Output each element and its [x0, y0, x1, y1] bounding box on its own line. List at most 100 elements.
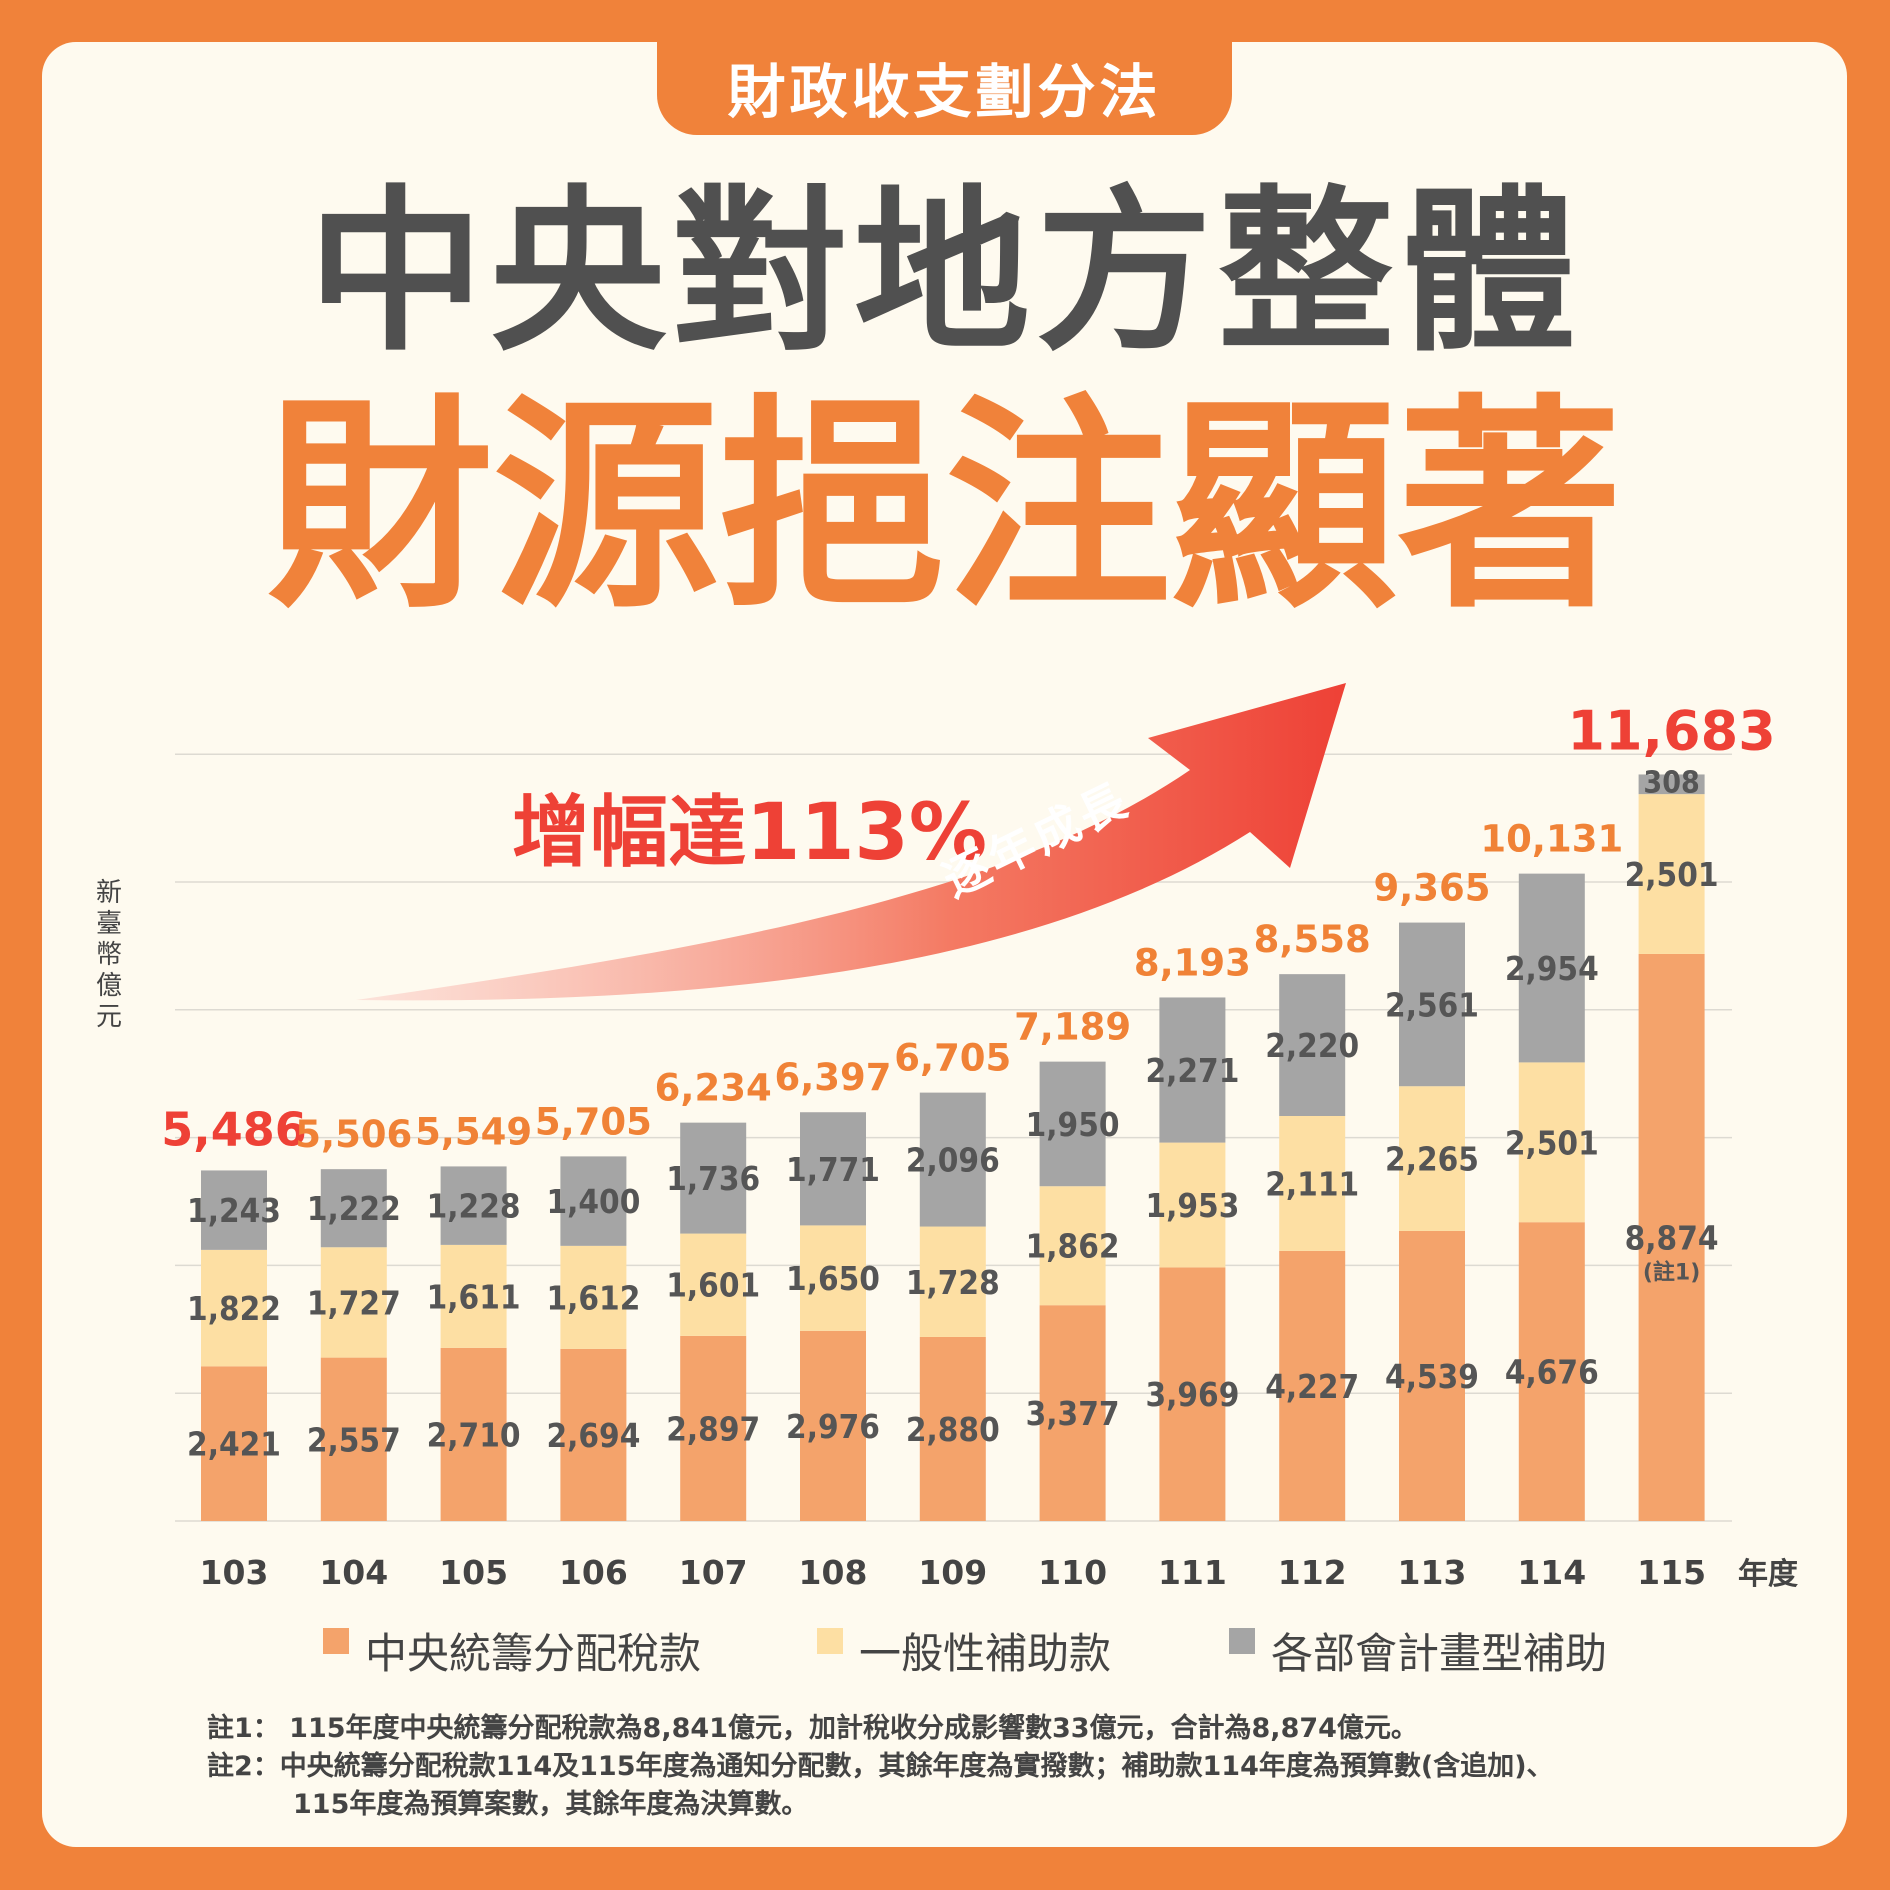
- value-label: 2,096: [906, 1141, 1000, 1180]
- bar-segment-109-2: [919, 1092, 986, 1227]
- value-label: 3,377: [1026, 1394, 1120, 1433]
- x-axis-label: 年度: [1738, 1557, 1798, 1592]
- value-label: 1,771: [786, 1150, 880, 1189]
- bar-segment-103-1: [201, 1249, 267, 1367]
- value-label: 2,561: [1385, 985, 1479, 1024]
- value-label: 1,953: [1145, 1186, 1239, 1225]
- total-label: 5,705: [535, 1100, 652, 1143]
- legend-swatch: [817, 1627, 843, 1654]
- value-label: 2,694: [546, 1416, 640, 1455]
- total-label: 5,506: [295, 1113, 412, 1156]
- legend-label: 各部會計畫型補助: [1271, 1629, 1608, 1678]
- value-label: 3,969: [1145, 1375, 1239, 1414]
- total-label: 6,234: [655, 1067, 772, 1110]
- value-label: 1,243: [187, 1191, 281, 1230]
- bar-segment-110-2: [1039, 1061, 1106, 1187]
- title-line-2: 財源挹注顯著: [266, 376, 1623, 639]
- bar-segment-106-0: [560, 1348, 627, 1521]
- x-tick-label: 110: [1038, 1553, 1107, 1592]
- value-label: 1,612: [546, 1278, 640, 1317]
- legend-label: 中央統籌分配稅款: [365, 1629, 702, 1678]
- value-label: 1,611: [427, 1277, 521, 1316]
- value-label: 1,650: [786, 1259, 880, 1298]
- x-tick-label: 114: [1517, 1553, 1586, 1592]
- value-label: 2,111: [1265, 1164, 1359, 1203]
- x-tick-label: 115: [1637, 1553, 1706, 1592]
- bar-segment-112-2: [1279, 974, 1346, 1117]
- total-label: 8,193: [1134, 941, 1251, 984]
- bar-segment-106-2: [560, 1156, 627, 1246]
- value-label: 2,897: [666, 1409, 760, 1448]
- bar-segment-111-0: [1159, 1267, 1226, 1521]
- bar-segment-115-1: [1638, 794, 1705, 954]
- bar-segment-105-0: [440, 1347, 507, 1521]
- legend-swatch: [1229, 1627, 1255, 1654]
- bar-segment-107-1: [680, 1233, 747, 1336]
- note-1: 註1： 115年度中央統籌分配稅款為8,841億元，加計稅收分成影響數33億元，…: [207, 1713, 1418, 1744]
- total-label: 5,486: [161, 1102, 307, 1156]
- bar-segment-103-0: [201, 1366, 267, 1521]
- x-tick-label: 112: [1278, 1553, 1347, 1592]
- bar-segment-104-0: [320, 1357, 387, 1521]
- bar-segment-111-1: [1159, 1142, 1226, 1268]
- x-tick-label: 103: [200, 1553, 269, 1592]
- bar-segment-114-1: [1518, 1062, 1585, 1223]
- value-label: 1,727: [307, 1283, 401, 1322]
- value-label: 1,822: [187, 1289, 281, 1328]
- x-tick-label: 109: [918, 1553, 987, 1592]
- legend-swatch: [323, 1627, 349, 1654]
- legend-item-central-tax: 中央統籌分配稅款: [323, 1620, 701, 1681]
- value-label: 1,400: [546, 1182, 640, 1221]
- total-label: 5,549: [415, 1110, 532, 1153]
- x-tick-label: 108: [799, 1553, 868, 1592]
- bar-segment-114-0: [1518, 1222, 1585, 1521]
- value-label: 2,265: [1385, 1140, 1479, 1179]
- value-label: 2,220: [1265, 1026, 1359, 1065]
- bar-segment-106-1: [560, 1245, 627, 1349]
- value-label: 2,501: [1625, 855, 1719, 894]
- total-label: 8,558: [1254, 918, 1371, 961]
- bar-segment-115-2: [1638, 774, 1705, 795]
- bar-segment-112-1: [1279, 1116, 1346, 1251]
- value-label: 308: [1643, 765, 1699, 800]
- bar-segment-108-1: [800, 1225, 866, 1331]
- value-label: 4,539: [1385, 1357, 1479, 1396]
- bar-segment-111-2: [1159, 997, 1226, 1143]
- footnotes: 註1： 115年度中央統籌分配稅款為8,841億元，加計稅收分成影響數33億元，…: [207, 1710, 1554, 1824]
- value-label: 1,862: [1026, 1227, 1120, 1266]
- category-tab: 財政收支劃分法: [657, 30, 1232, 135]
- value-label: 1,950: [1026, 1105, 1120, 1144]
- bar-segment-105-1: [440, 1244, 507, 1348]
- total-label: 6,397: [774, 1056, 891, 1099]
- value-label: 1,228: [427, 1187, 521, 1226]
- growth-annotation: 增幅達113%: [512, 788, 987, 878]
- growth-arrow-icon: [356, 683, 1346, 1001]
- y-axis-label: 新臺幣億元: [95, 878, 122, 1032]
- bar-segment-107-0: [680, 1335, 747, 1521]
- total-label: 6,705: [894, 1037, 1011, 1080]
- value-label: 2,271: [1145, 1051, 1239, 1090]
- bar-segment-109-0: [919, 1336, 986, 1521]
- value-label: 1,728: [906, 1263, 1000, 1302]
- total-label: 7,189: [1014, 1006, 1131, 1049]
- total-label: 10,131: [1480, 818, 1623, 861]
- title-line-1: 中央對地方整體: [307, 170, 1582, 375]
- bar-segment-113-0: [1399, 1230, 1465, 1521]
- bar-segment-105-2: [440, 1166, 507, 1245]
- bar-segment-104-1: [320, 1247, 387, 1358]
- x-tick-label: 106: [559, 1553, 628, 1592]
- value-label: 2,976: [786, 1407, 880, 1446]
- value-label: 4,227: [1265, 1367, 1359, 1406]
- value-label: 2,954: [1505, 949, 1599, 988]
- note-2-continued: 115年度為預算案數，其餘年度為決算數。: [293, 1789, 809, 1820]
- value-label: 8,874: [1625, 1218, 1719, 1257]
- bar-segment-108-2: [800, 1112, 866, 1226]
- x-tick-label: 113: [1398, 1553, 1467, 1592]
- x-tick-label: 104: [319, 1553, 388, 1592]
- value-label: 1,601: [666, 1266, 760, 1305]
- x-tick-label: 107: [679, 1553, 748, 1592]
- note-2: 註2：中央統籌分配稅款114及115年度為通知分配數，其餘年度為實撥數；補助款1…: [207, 1751, 1554, 1782]
- bar-segment-113-2: [1399, 922, 1465, 1087]
- x-tick-label: 111: [1158, 1553, 1227, 1592]
- legend-item-dept-subsidy: 各部會計畫型補助: [1229, 1620, 1607, 1681]
